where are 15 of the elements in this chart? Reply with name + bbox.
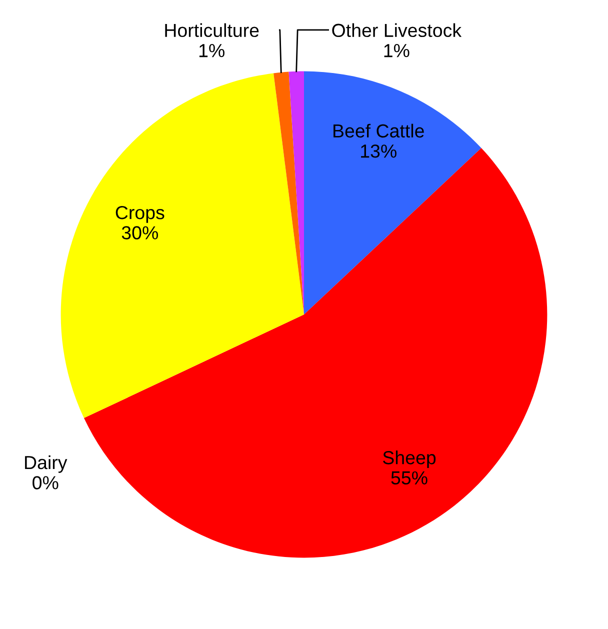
data-label: 55% xyxy=(391,471,428,485)
slice-label: Horticulture xyxy=(165,23,259,38)
category-label: Dairy xyxy=(25,455,68,473)
pie-slice xyxy=(274,72,304,314)
slice-label: Beef Cattle xyxy=(334,124,424,138)
slice-label: Sheep xyxy=(383,450,436,468)
data-label: 30% xyxy=(122,226,158,240)
pie-slice xyxy=(304,71,482,314)
data-label: 1% xyxy=(199,44,224,58)
text: 0% xyxy=(32,476,58,490)
slice-label: Crops xyxy=(116,206,164,223)
pie-slice xyxy=(60,73,304,418)
data-label: 13% xyxy=(361,144,396,158)
data-label: 1% xyxy=(384,44,410,58)
slice-label: Other Livestock xyxy=(332,23,462,38)
